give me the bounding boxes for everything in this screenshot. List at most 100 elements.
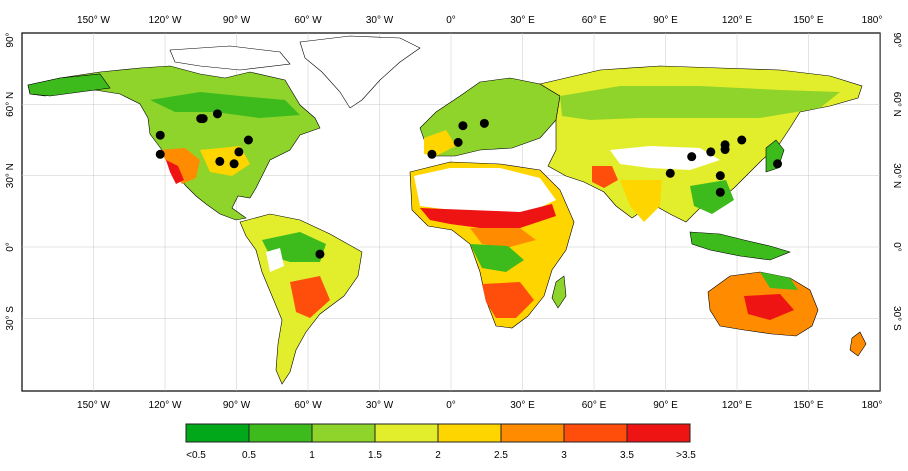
legend-label: 2 — [435, 450, 441, 461]
arctic-islands — [169, 45, 291, 71]
land-surface — [27, 35, 867, 385]
top-longitude-label: 0° — [446, 15, 456, 26]
legend-label: 1.5 — [368, 450, 382, 461]
site-marker — [198, 114, 208, 124]
left-latitude-label: 90° — [5, 32, 16, 47]
central-asia-white — [610, 146, 720, 170]
southern-africa-red — [482, 282, 534, 318]
alaska-landmass — [27, 73, 111, 97]
site-marker — [687, 152, 697, 162]
top-longitude-label: 60° E — [582, 15, 607, 26]
right-latitude-label: 30° S — [891, 306, 902, 331]
se-asia-green — [690, 180, 734, 214]
canada-forest-band — [150, 92, 300, 118]
us-southwest-warm — [160, 148, 200, 184]
bottom-longitude-label: 60° E — [582, 400, 607, 411]
bottom-longitude-label: 30° W — [366, 400, 394, 411]
legend-label: <0.5 — [186, 450, 206, 461]
sahel-orange — [470, 228, 536, 248]
top-longitude-label: 30° E — [510, 15, 535, 26]
top-longitude-label: 150° E — [793, 15, 823, 26]
site-marker — [665, 168, 675, 178]
site-marker — [315, 249, 325, 259]
right-latitude-label: 30° N — [891, 163, 902, 188]
top-longitude-label: 60° W — [294, 15, 322, 26]
new-zealand — [849, 331, 867, 357]
color-legend: <0.5 0.5 1 1.5 2 2.5 3 3.5 >3.5 — [185, 423, 696, 461]
bottom-longitude-label: 30° E — [510, 400, 535, 411]
top-longitude-label: 180° — [862, 15, 883, 26]
bottom-longitude-labels: 150° W 120° W 90° W 60° W 30° W 0° 30° E 60° E 9… — [77, 400, 882, 411]
left-latitude-label: 60° N — [5, 92, 16, 117]
bottom-longitude-label: 180° — [862, 400, 883, 411]
site-marker — [234, 147, 244, 157]
right-latitude-label: 90° — [891, 32, 902, 47]
iberia-warm — [424, 130, 456, 156]
site-marker — [243, 135, 253, 145]
site-markers — [155, 109, 783, 259]
legend-label: 0.5 — [242, 450, 256, 461]
legend-label: 1 — [309, 450, 315, 461]
amazon-white-patch — [266, 248, 284, 272]
bottom-longitude-label: 120° E — [722, 400, 752, 411]
bottom-longitude-label: 60° W — [294, 400, 322, 411]
site-marker — [229, 159, 239, 169]
japan — [765, 139, 785, 173]
legend-swatch — [626, 423, 691, 443]
site-marker — [715, 187, 725, 197]
legend-swatch — [563, 423, 628, 443]
site-marker — [155, 130, 165, 140]
legend-swatch — [248, 423, 313, 443]
right-latitude-label: 0° — [891, 242, 902, 252]
bottom-longitude-label: 150° E — [793, 400, 823, 411]
site-marker — [215, 156, 225, 166]
bottom-longitude-label: 0° — [446, 400, 456, 411]
site-marker — [737, 135, 747, 145]
legend-swatch — [500, 423, 565, 443]
legend-label: 3.5 — [620, 450, 634, 461]
sahara-white — [414, 168, 556, 212]
site-marker — [427, 149, 437, 159]
legend-label: 2.5 — [494, 450, 508, 461]
legend-swatch — [374, 423, 439, 443]
top-longitude-label: 150° W — [77, 15, 110, 26]
legend-label: >3.5 — [676, 450, 696, 461]
bottom-longitude-label: 90° W — [223, 400, 251, 411]
india-warm — [620, 180, 662, 222]
legend-swatch — [185, 423, 250, 443]
top-longitude-label: 30° W — [366, 15, 394, 26]
left-latitude-labels: 90° 60° N 30° N 0° 30° S — [5, 32, 16, 330]
site-marker — [212, 109, 222, 119]
australia-core-red — [744, 294, 794, 320]
site-marker — [479, 118, 489, 128]
bottom-longitude-label: 90° E — [653, 400, 678, 411]
top-longitude-label: 90° E — [653, 15, 678, 26]
sahel-red — [420, 204, 556, 228]
top-longitude-label: 90° W — [223, 15, 251, 26]
site-marker — [720, 145, 730, 155]
legend-swatch — [437, 423, 502, 443]
mexico-hot — [166, 160, 184, 184]
australia-rim-green — [760, 272, 798, 290]
siberia-green — [560, 86, 840, 120]
site-marker — [715, 171, 725, 181]
top-longitude-label: 120° W — [149, 15, 182, 26]
legend-label: 3 — [561, 450, 567, 461]
top-longitude-labels: 150° W 120° W 90° W 60° W 30° W 0° 30° E 60° E 9… — [77, 15, 882, 26]
site-marker — [773, 159, 783, 169]
south-america-red — [290, 276, 330, 318]
right-latitude-label: 60° N — [891, 92, 902, 117]
congo-green — [470, 244, 524, 272]
legend-swatch — [311, 423, 376, 443]
bottom-longitude-label: 120° W — [149, 400, 182, 411]
site-marker — [458, 121, 468, 131]
left-latitude-label: 0° — [5, 242, 16, 252]
bottom-longitude-label: 150° W — [77, 400, 110, 411]
indonesia-islands — [689, 231, 791, 261]
middle-east-hot — [592, 166, 618, 188]
left-latitude-label: 30° N — [5, 163, 16, 188]
madagascar — [551, 275, 567, 309]
site-marker — [155, 149, 165, 159]
site-marker — [706, 147, 716, 157]
